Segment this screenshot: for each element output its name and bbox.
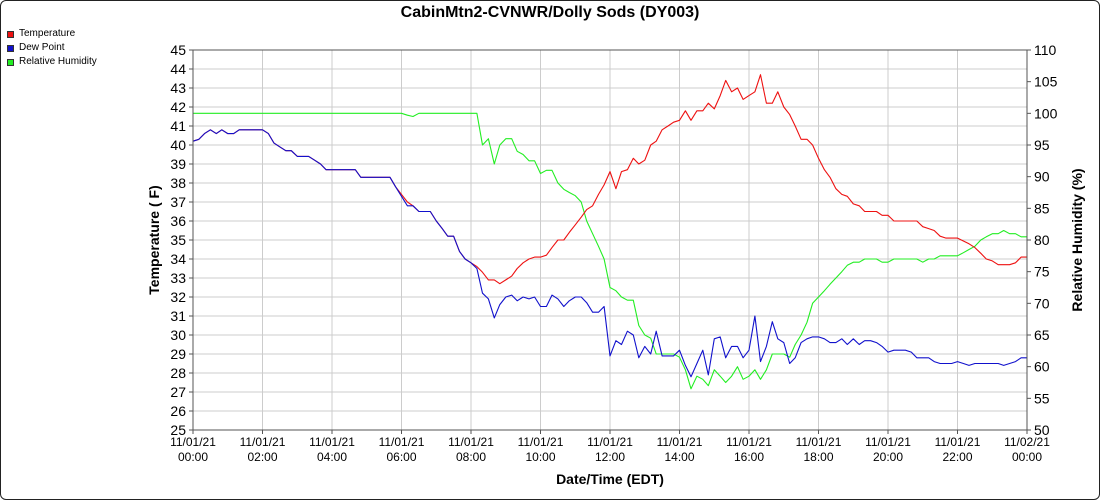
legend-swatch-dew-point bbox=[7, 44, 14, 52]
x-tick-date: 11/01/21 bbox=[587, 435, 633, 449]
y2-tick-label: 50 bbox=[1034, 422, 1050, 438]
y-tick-label: 39 bbox=[170, 156, 186, 172]
y-tick-label: 31 bbox=[170, 308, 186, 324]
y-tick-label: 44 bbox=[170, 61, 186, 77]
y-tick-label: 28 bbox=[170, 365, 186, 381]
y2-tick-label: 55 bbox=[1034, 390, 1050, 406]
y2-tick-label: 80 bbox=[1034, 232, 1050, 248]
x-tick-date: 11/01/21 bbox=[726, 435, 772, 449]
x-tick-time: 10:00 bbox=[525, 450, 555, 464]
x-tick-date: 11/01/21 bbox=[865, 435, 911, 449]
y-tick-label: 36 bbox=[170, 213, 186, 229]
y2-tick-label: 75 bbox=[1034, 264, 1050, 280]
y-tick-label: 35 bbox=[170, 232, 186, 248]
x-tick-date: 11/01/21 bbox=[518, 435, 564, 449]
x-tick-time: 00:00 bbox=[178, 450, 208, 464]
x-tick-time: 00:00 bbox=[1012, 450, 1042, 464]
series-line-dew-point bbox=[192, 129, 1027, 378]
legend-label-dew-point: Dew Point bbox=[19, 42, 65, 53]
y2-tick-label: 65 bbox=[1034, 327, 1050, 343]
y-tick-label: 43 bbox=[170, 80, 186, 96]
legend-item-dew-point: Dew Point bbox=[7, 41, 97, 55]
y2-tick-label: 90 bbox=[1034, 169, 1050, 185]
y2-axis-label: Relative Humidity (%) bbox=[1069, 168, 1085, 311]
y2-tick-label: 100 bbox=[1034, 105, 1058, 121]
y2-tick-label: 105 bbox=[1034, 74, 1058, 90]
x-tick-date: 11/01/21 bbox=[379, 435, 425, 449]
y-tick-label: 38 bbox=[170, 175, 186, 191]
x-tick-date: 11/01/21 bbox=[309, 435, 355, 449]
y2-tick-label: 110 bbox=[1034, 42, 1057, 58]
grid bbox=[192, 49, 1028, 431]
legend-label-relative-humidity: Relative Humidity bbox=[19, 56, 97, 67]
y-tick-label: 40 bbox=[170, 137, 186, 153]
legend-item-temperature: Temperature bbox=[7, 27, 97, 41]
y-tick-label: 45 bbox=[170, 42, 186, 58]
x-tick-time: 16:00 bbox=[734, 450, 764, 464]
x-tick-time: 18:00 bbox=[803, 450, 833, 464]
x-tick-time: 14:00 bbox=[664, 450, 694, 464]
y-tick-label: 25 bbox=[170, 422, 186, 438]
x-tick-date: 11/01/21 bbox=[657, 435, 703, 449]
x-tick-date: 11/02/21 bbox=[1004, 435, 1050, 449]
x-tick-time: 06:00 bbox=[386, 450, 416, 464]
legend-swatch-temperature bbox=[7, 30, 14, 38]
y-tick-label: 29 bbox=[170, 346, 186, 362]
y2-axis-ticks: 50 55 60 65 70 75 80 85 90 95 100 105 110 bbox=[1027, 42, 1058, 438]
x-tick-time: 20:00 bbox=[873, 450, 903, 464]
y-axis-label: Temperature ( F) bbox=[146, 185, 162, 294]
x-tick-time: 08:00 bbox=[456, 450, 486, 464]
chart-title: CabinMtn2-CVNWR/Dolly Sods (DY003) bbox=[400, 4, 700, 21]
y2-tick-label: 95 bbox=[1034, 137, 1050, 153]
y2-tick-label: 85 bbox=[1034, 200, 1050, 216]
legend: Temperature Dew Point Relative Humidity bbox=[7, 27, 97, 69]
y-tick-label: 37 bbox=[170, 194, 186, 210]
legend-item-relative-humidity: Relative Humidity bbox=[7, 55, 97, 69]
series-line-relative-humidity bbox=[193, 112, 1027, 390]
x-tick-date: 11/01/21 bbox=[935, 435, 981, 449]
y-tick-label: 32 bbox=[170, 289, 186, 305]
x-tick-date: 11/01/21 bbox=[170, 435, 216, 449]
x-axis-label: Date/Time (EDT) bbox=[556, 471, 664, 487]
x-tick-date: 11/01/21 bbox=[240, 435, 286, 449]
legend-label-temperature: Temperature bbox=[19, 28, 76, 39]
y2-tick-label: 70 bbox=[1034, 295, 1050, 311]
x-tick-date: 11/01/21 bbox=[796, 435, 842, 449]
y-axis-ticks: 25 26 27 28 29 30 31 32 33 34 35 36 37 38 39 40 41 42 43 44… bbox=[170, 42, 193, 438]
x-tick-time: 02:00 bbox=[247, 450, 277, 464]
legend-swatch-relative-humidity bbox=[7, 58, 14, 66]
y-tick-label: 27 bbox=[170, 384, 186, 400]
x-axis-ticks: 11/01/2100:0011/01/2102:0011/01/2104:001… bbox=[170, 430, 1050, 464]
y2-tick-label: 60 bbox=[1034, 359, 1050, 375]
x-tick-time: 04:00 bbox=[317, 450, 347, 464]
y-tick-label: 30 bbox=[170, 327, 186, 343]
y-tick-label: 42 bbox=[170, 99, 186, 115]
x-tick-time: 12:00 bbox=[595, 450, 625, 464]
x-tick-date: 11/01/21 bbox=[448, 435, 494, 449]
series-layer bbox=[192, 74, 1027, 390]
x-tick-time: 22:00 bbox=[942, 450, 972, 464]
y-tick-label: 33 bbox=[170, 270, 186, 286]
y-tick-label: 26 bbox=[170, 403, 186, 419]
y-tick-label: 34 bbox=[170, 251, 186, 267]
y-tick-label: 41 bbox=[170, 118, 186, 134]
